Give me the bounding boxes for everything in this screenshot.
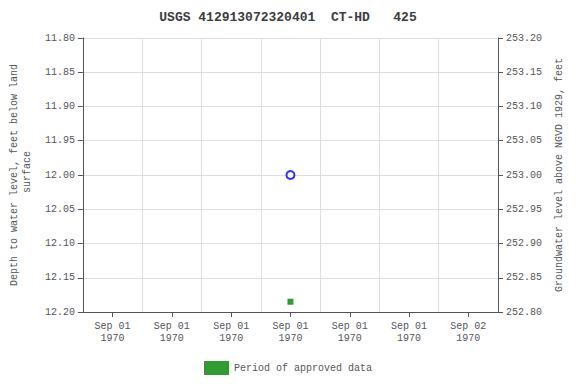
svg-text:Sep 01: Sep 01 [332,321,368,332]
svg-text:Period of approved data: Period of approved data [234,363,372,374]
svg-text:11.85: 11.85 [45,67,75,78]
svg-text:Depth to water level, feet bel: Depth to water level, feet below land [9,64,20,286]
svg-text:253.00: 253.00 [506,170,542,181]
svg-text:253.20: 253.20 [506,33,542,44]
svg-text:Sep 01: Sep 01 [213,321,249,332]
svg-text:12.20: 12.20 [45,307,75,318]
svg-text:253.15: 253.15 [506,67,542,78]
svg-text:USGS 412913072320401 CT-HD: USGS 412913072320401 CT-HD 425 [159,10,417,25]
svg-text:12.05: 12.05 [45,204,75,215]
svg-text:252.85: 252.85 [506,272,542,283]
svg-text:Sep 01: Sep 01 [391,321,427,332]
svg-text:12.15: 12.15 [45,272,75,283]
svg-text:11.95: 11.95 [45,135,75,146]
svg-text:253.05: 253.05 [506,135,542,146]
svg-text:1970: 1970 [338,333,362,344]
svg-text:Groundwater level above NGVD 1: Groundwater level above NGVD 1929, feet [554,58,565,292]
svg-text:1970: 1970 [456,333,480,344]
svg-text:252.90: 252.90 [506,238,542,249]
svg-text:Sep 01: Sep 01 [154,321,190,332]
svg-text:1970: 1970 [160,333,184,344]
svg-text:1970: 1970 [101,333,125,344]
svg-text:surface: surface [22,151,33,199]
svg-text:11.80: 11.80 [45,33,75,44]
svg-text:252.80: 252.80 [506,307,542,318]
svg-text:1970: 1970 [219,333,243,344]
svg-text:253.10: 253.10 [506,101,542,112]
svg-text:1970: 1970 [278,333,302,344]
svg-text:12.00: 12.00 [45,170,75,181]
svg-text:12.10: 12.10 [45,238,75,249]
svg-text:11.90: 11.90 [45,101,75,112]
svg-text:252.95: 252.95 [506,204,542,215]
svg-text:Sep 01: Sep 01 [272,321,308,332]
svg-text:Sep 01: Sep 01 [95,321,131,332]
svg-text:Sep 02: Sep 02 [450,321,486,332]
svg-text:1970: 1970 [397,333,421,344]
